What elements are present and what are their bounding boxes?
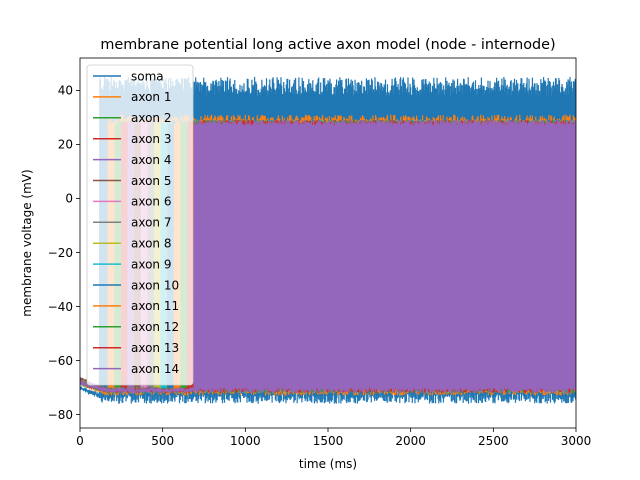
y-tick-label: −80	[48, 408, 73, 422]
legend-label: axon 13	[131, 341, 179, 355]
legend: soma axon 1 axon 2 axon 3 axon 4 axon 5 axon 6…	[86, 64, 194, 386]
series-axon-14	[80, 120, 576, 395]
x-tick-label: 1000	[230, 434, 261, 448]
x-tick-label: 1500	[313, 434, 344, 448]
x-tick-label: 2500	[478, 434, 509, 448]
legend-box	[86, 64, 194, 386]
legend-label: axon 7	[131, 216, 171, 230]
x-axis: 0 500 1000 1500 2000 2500 3000	[76, 428, 591, 448]
legend-label: axon 12	[131, 320, 179, 334]
legend-label: axon 3	[131, 132, 171, 146]
series-line	[80, 120, 576, 395]
legend-label: axon 1	[131, 90, 171, 104]
y-tick-label: −40	[48, 300, 73, 314]
legend-label: axon 10	[131, 278, 179, 292]
legend-label: axon 14	[131, 362, 179, 376]
legend-label: axon 8	[131, 237, 171, 251]
legend-label: axon 4	[131, 153, 171, 167]
legend-label: axon 5	[131, 174, 171, 188]
x-tick-label: 3000	[561, 434, 592, 448]
y-tick-label: 40	[58, 84, 73, 98]
legend-label: soma	[131, 69, 164, 83]
x-tick-label: 500	[151, 434, 174, 448]
legend-label: axon 9	[131, 257, 171, 271]
legend-label: axon 2	[131, 111, 171, 125]
y-axis: −80 −60 −40 −20 0 20 40	[48, 84, 80, 422]
x-tick-label: 2000	[395, 434, 426, 448]
legend-label: axon 6	[131, 195, 171, 209]
chart-title: membrane potential long active axon mode…	[100, 37, 555, 53]
legend-label: axon 11	[131, 299, 179, 313]
y-axis-label: membrane voltage (mV)	[20, 169, 34, 316]
x-tick-label: 0	[76, 434, 84, 448]
x-axis-label: time (ms)	[299, 457, 357, 471]
y-tick-label: −60	[48, 354, 73, 368]
y-tick-label: 0	[65, 192, 73, 206]
y-tick-label: −20	[48, 246, 73, 260]
y-tick-label: 20	[58, 138, 73, 152]
